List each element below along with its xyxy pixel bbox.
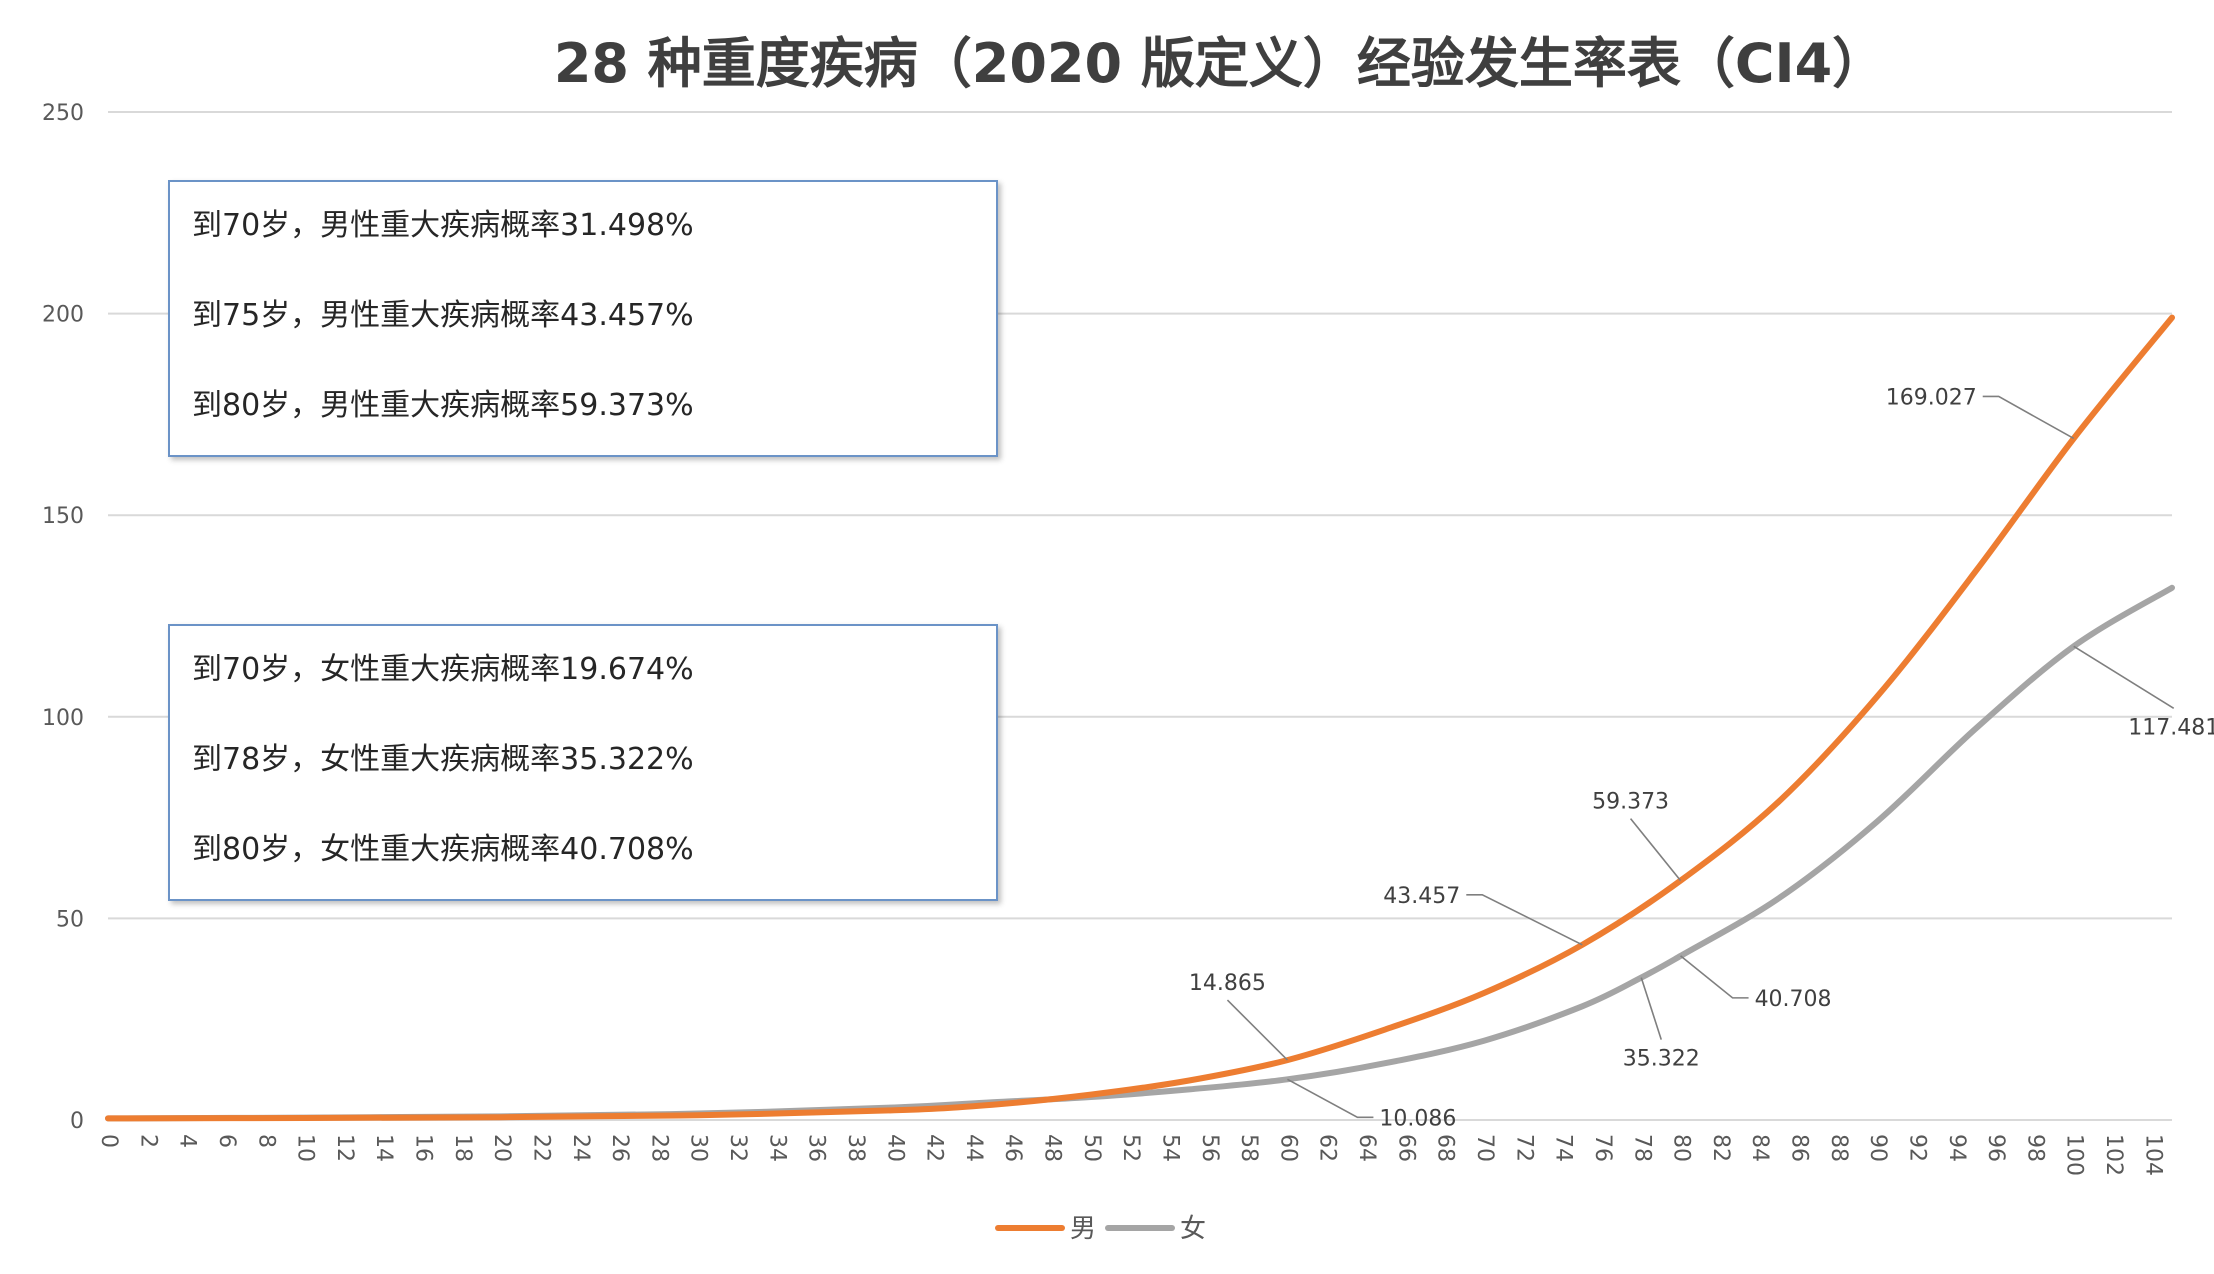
x-tick-label-44: 44: [961, 1134, 986, 1162]
x-tick-label-14: 14: [371, 1134, 396, 1162]
x-tick-label-70: 70: [1472, 1134, 1497, 1162]
x-tick-label-102: 102: [2101, 1134, 2126, 1176]
x-tick-label-56: 56: [1197, 1134, 1222, 1162]
x-tick-label-0: 0: [96, 1134, 121, 1148]
x-tick-label-80: 80: [1669, 1134, 1694, 1162]
x-tick-label-68: 68: [1433, 1134, 1458, 1162]
x-tick-label-46: 46: [1000, 1134, 1025, 1162]
x-tick-label-10: 10: [293, 1134, 318, 1162]
x-tick-label-62: 62: [1315, 1134, 1340, 1162]
male-info-line-70: 到70岁，男性重大疾病概率31.498%: [192, 208, 694, 243]
x-tick-label-22: 22: [528, 1134, 553, 1162]
x-tick-label-18: 18: [450, 1134, 475, 1162]
x-tick-label-28: 28: [646, 1134, 671, 1162]
data-label: 43.457: [1383, 884, 1460, 909]
x-tick-label-58: 58: [1236, 1134, 1261, 1162]
x-tick-label-54: 54: [1157, 1134, 1182, 1162]
x-tick-label-26: 26: [607, 1134, 632, 1162]
x-tick-label-4: 4: [175, 1134, 200, 1148]
x-tick-label-72: 72: [1511, 1134, 1536, 1162]
female-info-line-78: 到78岁，女性重大疾病概率35.322%: [192, 742, 694, 777]
data-label-leader: [1982, 395, 2075, 440]
x-tick-label-92: 92: [1904, 1134, 1929, 1162]
legend-label-male: 男: [1070, 1214, 1096, 1244]
data-label: 40.708: [1755, 987, 1832, 1012]
x-tick-label-98: 98: [2022, 1134, 2047, 1162]
data-label: 117.481: [2128, 715, 2214, 740]
x-tick-label-66: 66: [1393, 1134, 1418, 1162]
x-tick-label-104: 104: [2140, 1134, 2165, 1176]
data-label-leader: [1640, 977, 1663, 1040]
data-label-leader: [1226, 999, 1288, 1061]
x-tick-label-6: 6: [214, 1134, 239, 1148]
y-tick-label-250: 250: [42, 101, 84, 126]
data-label: 59.373: [1592, 790, 1669, 815]
data-label-leader: [1287, 1078, 1374, 1119]
x-tick-label-100: 100: [2062, 1134, 2087, 1176]
x-tick-label-74: 74: [1551, 1134, 1576, 1162]
x-tick-label-32: 32: [725, 1134, 750, 1162]
y-tick-label-50: 50: [56, 907, 84, 932]
x-tick-label-82: 82: [1708, 1134, 1733, 1162]
data-label-leader: [1629, 818, 1682, 882]
x-tick-label-94: 94: [1944, 1134, 1969, 1162]
data-label: 14.865: [1189, 971, 1266, 996]
x-tick-label-88: 88: [1826, 1134, 1851, 1162]
x-tick-label-96: 96: [1983, 1134, 2008, 1162]
data-label: 10.086: [1379, 1106, 1456, 1131]
series-line-male: [105, 314, 2175, 1122]
male-info-line-80: 到80岁，男性重大疾病概率59.373%: [192, 388, 694, 423]
x-tick-label-86: 86: [1787, 1134, 1812, 1162]
x-tick-label-64: 64: [1354, 1134, 1379, 1162]
x-tick-label-12: 12: [332, 1134, 357, 1162]
data-label-leader: [2073, 645, 2175, 709]
data-label: 169.027: [1886, 385, 1977, 410]
x-tick-label-36: 36: [804, 1134, 829, 1162]
male-info-box: 到70岁，男性重大疾病概率31.498% 到75岁，男性重大疾病概率43.457…: [168, 180, 998, 457]
y-tick-label-150: 150: [42, 504, 84, 529]
x-tick-label-24: 24: [568, 1134, 593, 1162]
y-tick-label-200: 200: [42, 303, 84, 328]
male-info-line-75: 到75岁，男性重大疾病概率43.457%: [192, 298, 694, 333]
x-tick-label-2: 2: [135, 1134, 160, 1148]
y-tick-label-100: 100: [42, 706, 84, 731]
x-tick-label-90: 90: [1865, 1134, 1890, 1162]
y-tick-label-0: 0: [70, 1109, 84, 1134]
data-label: 35.322: [1623, 1047, 1700, 1072]
x-tick-label-78: 78: [1629, 1134, 1654, 1162]
x-tick-label-42: 42: [922, 1134, 947, 1162]
x-tick-label-76: 76: [1590, 1134, 1615, 1162]
female-info-line-70: 到70岁，女性重大疾病概率19.674%: [192, 652, 694, 687]
x-tick-label-52: 52: [1118, 1134, 1143, 1162]
x-tick-label-40: 40: [882, 1134, 907, 1162]
x-tick-label-8: 8: [253, 1134, 278, 1148]
x-tick-label-30: 30: [686, 1134, 711, 1162]
data-label-leader: [1680, 955, 1749, 999]
x-tick-label-50: 50: [1079, 1134, 1104, 1162]
chart-title: 28 种重度疾病（2020 版定义）经验发生率表（CI4）: [554, 32, 1886, 95]
x-tick-label-16: 16: [411, 1134, 436, 1162]
x-tick-label-38: 38: [843, 1134, 868, 1162]
x-tick-label-84: 84: [1747, 1134, 1772, 1162]
female-info-line-80: 到80岁，女性重大疾病概率40.708%: [192, 832, 694, 867]
legend-label-female: 女: [1180, 1214, 1206, 1244]
x-tick-label-20: 20: [489, 1134, 514, 1162]
x-tick-label-48: 48: [1040, 1134, 1065, 1162]
x-tick-label-60: 60: [1275, 1134, 1300, 1162]
x-tick-label-34: 34: [764, 1134, 789, 1162]
female-info-box: 到70岁，女性重大疾病概率19.674% 到78岁，女性重大疾病概率35.322…: [168, 624, 998, 901]
data-label-leader: [1466, 893, 1583, 946]
